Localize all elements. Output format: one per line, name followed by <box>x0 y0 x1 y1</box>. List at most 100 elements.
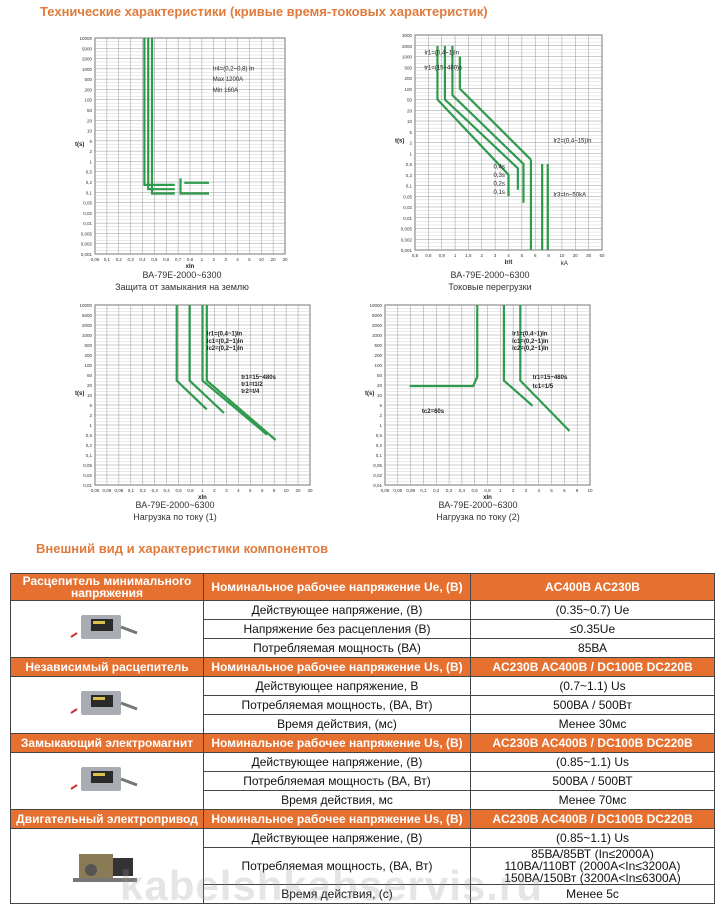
y-tick-label: 500 <box>84 343 92 348</box>
y-tick-label: 500 <box>404 65 412 70</box>
table-header-row: Независимый расцепитель Номинальное рабоч… <box>10 657 715 677</box>
value: Менее 30мс <box>470 714 715 734</box>
x-tick-label: 4 <box>237 488 240 493</box>
x-tick-label: 0,5 <box>412 253 419 258</box>
y-tick-label: 100 <box>84 363 92 368</box>
annotation: Ic1=(0,2~1)In <box>512 339 549 345</box>
y-tick-label: 0,01 <box>83 221 92 226</box>
table-row: Действующее напряжение, (В) (0.85~1.1) Us <box>10 752 715 810</box>
component-name: Двигательный электропривод <box>10 809 204 829</box>
param: Действующее напряжение, (В) <box>203 752 471 772</box>
y-tick-label: 50 <box>407 98 413 103</box>
y-tick-label: 5 <box>89 139 92 144</box>
y-tick-label: 200 <box>374 353 382 358</box>
x-axis-label: xIn <box>198 495 207 501</box>
table-row: Действующее напряжение, (В) (0.85~1.1) Us <box>10 828 715 904</box>
x-tick-label: 0,4 <box>164 488 171 493</box>
x-tick-label: 0,8 <box>187 257 194 262</box>
component-image <box>70 767 138 791</box>
y-axis-label: t(s) <box>395 139 404 145</box>
y-tick-label: 0,5 <box>376 433 383 438</box>
y-tick-label: 3000 <box>402 33 413 38</box>
x-tick-label: 5 <box>249 488 252 493</box>
curves-area: 100005000200010005002001005020105210,50,… <box>75 33 605 522</box>
x-tick-label: 0,2 <box>433 488 440 493</box>
x-tick-label: 30 <box>586 253 592 258</box>
header-param: Номинальное рабочее напряжение Ue, (В) <box>203 573 471 601</box>
annotation: tr1=15~480s <box>241 375 276 381</box>
value-line: 85ВА/85ВТ (In≤2000A) <box>531 847 654 861</box>
y-tick-label: 1 <box>409 151 412 156</box>
annotation: tc1=1/5 <box>533 384 554 390</box>
annotation: Ic2=(0,2~1)In <box>207 346 244 352</box>
y-tick-label: 1 <box>379 423 382 428</box>
section-title: Внешний вид и характеристики компонентов <box>36 541 329 556</box>
y-axis-label: t(s) <box>365 391 374 397</box>
table-row: Действующее напряжение, В (0.7~1.1) Us <box>10 676 715 734</box>
x-tick-label: 0,6 <box>175 488 182 493</box>
x-tick-label: 0,06 <box>91 257 100 262</box>
y-tick-label: 0,2 <box>86 443 93 448</box>
y-tick-label: 2000 <box>372 323 383 328</box>
x-tick-label: 5 <box>248 257 251 262</box>
curve <box>205 305 277 441</box>
y-tick-label: 0,1 <box>376 453 383 458</box>
annotation: Max 1200A <box>213 77 243 83</box>
annotation: Min 160A <box>213 88 238 94</box>
y-axis-label: t(s) <box>75 142 84 148</box>
header-value: AC400B AC230B <box>470 573 715 601</box>
y-tick-label: 0,02 <box>83 473 92 478</box>
curve <box>150 38 175 195</box>
figure-model: ВА-79Е-2000~6300 <box>142 270 221 280</box>
x-tick-label: 2 <box>481 253 484 258</box>
x-tick-label: 3 <box>525 488 528 493</box>
section-title: Технические характеристики (кривые время… <box>40 4 488 19</box>
x-tick-label: 0,6 <box>425 253 432 258</box>
y-tick-label: 0,02 <box>403 205 412 210</box>
param: Время действия, (мс) <box>203 714 471 734</box>
y-tick-label: 1 <box>89 423 92 428</box>
x-tick-label: 0,3 <box>127 257 134 262</box>
figure-caption: Нагрузка по току (2) <box>436 512 519 522</box>
figure-caption: Токовые перегрузки <box>448 282 531 292</box>
annotation: 0,1s <box>494 190 505 196</box>
y-tick-label: 200 <box>84 353 92 358</box>
y-tick-label: 2 <box>409 141 412 146</box>
value-line: 150ВА/150Вт (3200A<In≤6300A) <box>504 871 681 885</box>
y-tick-label: 0,2 <box>86 180 93 185</box>
table-row: Потребляемая мощность, (ВА, Вт) 500ВА / 5… <box>11 695 715 715</box>
x-tick-label: 0,7 <box>175 257 182 262</box>
x-tick-label: 6 <box>534 253 537 258</box>
curve <box>409 305 479 388</box>
annotation: Ic1=(0,2~1)In <box>207 339 244 345</box>
y-tick-label: 50 <box>87 373 93 378</box>
annotation: Ic2=(0,2~1)In <box>512 346 549 352</box>
x-tick-label: 3 <box>494 253 497 258</box>
x-axis-label: Ir/t <box>505 260 513 266</box>
table-header-row: Замыкающий электромагнит Номинальное рабо… <box>10 733 715 753</box>
x-tick-label: 10 <box>259 257 265 262</box>
y-tick-label: 0,5 <box>406 162 413 167</box>
component-name: Замыкающий электромагнит <box>10 733 204 753</box>
y-tick-label: 0,1 <box>406 184 413 189</box>
y-tick-label: 200 <box>404 76 412 81</box>
x-tick-label: 0,8 <box>439 253 446 258</box>
y-tick-label: 20 <box>87 118 93 123</box>
figure-model: ВА-79Е-2000~6300 <box>135 500 214 510</box>
y-tick-label: 2 <box>89 149 92 154</box>
y-tick-label: 5000 <box>372 313 383 318</box>
y-tick-label: 1 <box>89 159 92 164</box>
y-axis-label: t(s) <box>75 391 84 397</box>
table-row: Действующее напряжение, (В) (0.35~0.7) Ue <box>10 600 715 658</box>
y-tick-label: 50 <box>377 373 383 378</box>
figure-caption: Нагрузка по току (1) <box>133 512 216 522</box>
header-value: AC230B AC400B / DC100B DC220B <box>470 809 715 829</box>
annotation: Ir1=(0,4~1)In <box>512 332 548 338</box>
x-tick-label: 6 <box>563 488 566 493</box>
x-tick-label: 0,2 <box>116 257 123 262</box>
param: Действующее напряжение, В <box>203 676 471 696</box>
y-tick-label: 10000 <box>79 36 92 41</box>
y-tick-label: 0,005 <box>401 227 413 232</box>
curve <box>436 45 510 197</box>
value: (0.85~1.1) Us <box>470 828 715 848</box>
